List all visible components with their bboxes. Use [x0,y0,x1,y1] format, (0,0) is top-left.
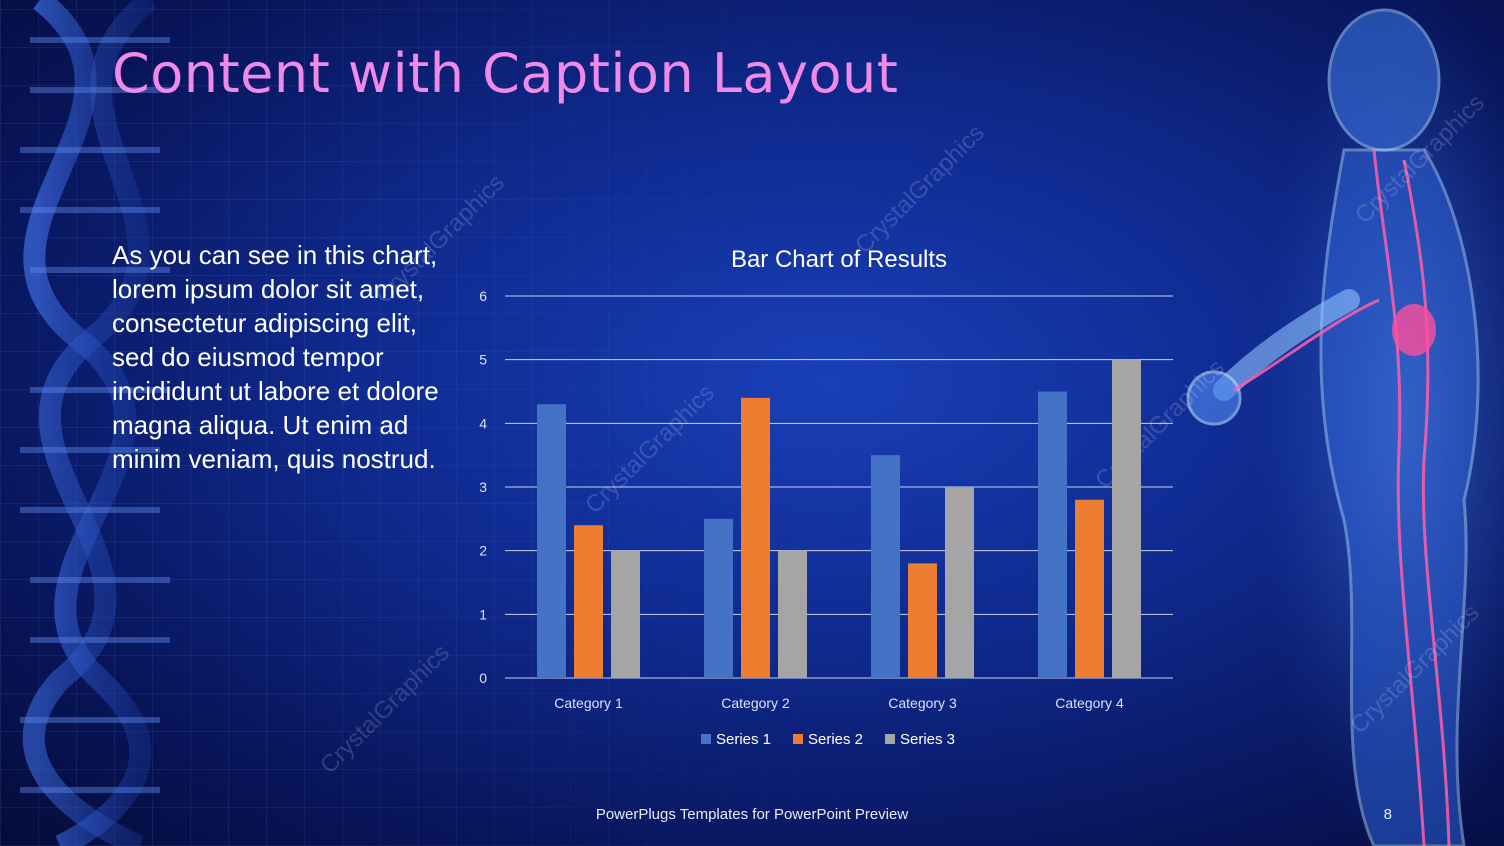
x-axis-ticks: Category 1 Category 2 Category 3 Category 4 [554,695,1124,711]
bar-series-3-category-1 [611,550,640,678]
y-tick-label: 1 [479,606,487,622]
bar-series-3-category-3 [945,487,974,678]
legend-swatch [793,734,803,744]
caption-text: As you can see in this chart, lorem ipsu… [112,240,439,474]
gridlines [505,295,1173,679]
human-anatomy-illustration [1186,0,1504,846]
y-tick-label: 4 [479,415,487,431]
bar-series-1-category-2 [704,518,733,678]
bar-series-3-category-2 [778,550,807,678]
y-tick-label: 0 [479,670,487,686]
bar-series-1-category-3 [871,455,900,678]
legend-label: Series 2 [808,731,863,748]
y-tick-label: 3 [479,479,487,495]
x-tick-label: Category 2 [721,695,790,711]
bar-series-2-category-1 [574,525,603,678]
x-tick-label: Category 3 [888,695,957,711]
page-number: 8 [1383,806,1392,823]
y-tick-label: 5 [479,352,487,368]
bar-series-2-category-3 [908,563,937,678]
x-tick-label: Category 4 [1055,695,1124,711]
y-tick-label: 6 [479,288,487,304]
y-axis-ticks: 0 1 2 3 4 5 6 [479,288,487,686]
footer-text: PowerPlugs Templates for PowerPoint Prev… [595,806,909,823]
bar-series-1-category-1 [537,404,566,678]
chart-title: Bar Chart of Results [731,246,947,273]
legend-swatch [701,734,711,744]
bars [537,359,1141,678]
bar-series-2-category-4 [1075,499,1104,678]
bar-series-3-category-4 [1112,359,1141,678]
legend-swatch [885,734,895,744]
x-tick-label: Category 1 [554,695,623,711]
y-tick-label: 2 [479,543,487,559]
legend: Series 1 Series 2 Series 3 [701,731,955,748]
legend-label: Series 1 [716,731,771,748]
slide-title: Content with Caption Layout [112,42,899,105]
bar-series-1-category-4 [1038,391,1067,678]
dna-helix-illustration [20,0,170,846]
legend-label: Series 3 [900,731,955,748]
bar-series-2-category-2 [741,397,770,678]
